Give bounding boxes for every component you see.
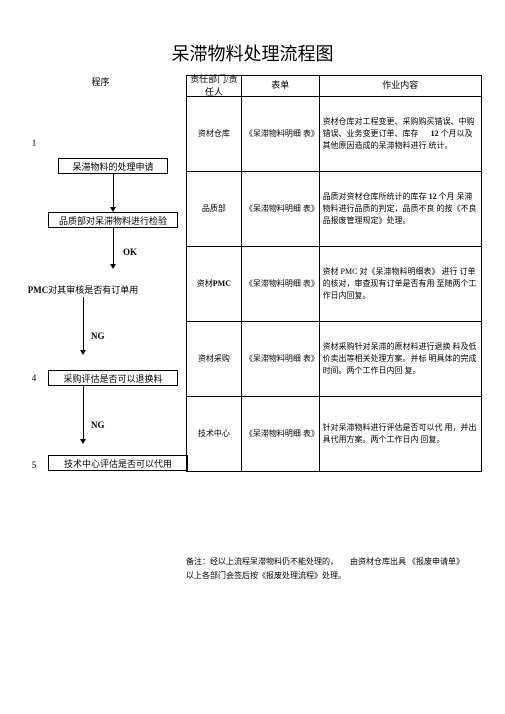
process-table: 责任部门/责 任人 表单 作业内容 资材仓库 《呆滞物料明细 表》 资材仓库对工… [186,75,482,472]
cell-form: 《呆滞物料明细 表》 [242,247,320,321]
step-5-box: 技术中心评估是否可以代用 [48,455,188,471]
arrow-3 [83,297,84,352]
table-header-row: 责任部门/责 任人 表单 作业内容 [187,76,482,97]
flow-header: 程序 [18,75,183,94]
cell-work: 针对呆滞物料进行评估是否可以代 用，并出具代用方案。两个工作日内 回复。 [320,397,482,471]
table-row: 资材仓库 《呆滞物料明细 表》 资材仓库对工程变更、采购购买错误、中购错误、业务… [187,97,482,172]
label-ng-1: NG [91,331,105,341]
page-title: 呆滞物料处理流程图 [0,40,505,66]
table-row: 资材PMC 《呆滞物料明细 表》 资材 PMC 对《呆滞物料明细表》 进行 订单… [187,247,482,322]
cell-dept: 技术中心 [187,397,242,471]
label-ok: OK [123,247,137,257]
cell-form: 《呆滞物料明细 表》 [242,322,320,396]
step-3-box: PMCPMC对其审核是否有订单用对其审核是否有订单用 [18,281,148,297]
note-line-1b: 由资材仓库出具 《报废申请单》 [350,557,464,566]
cell-dept: 资材PMC [187,247,242,321]
header-dept: 责任部门/责 任人 [187,76,242,96]
step-2-box: 品质部对呆滞物料进行检验 [48,212,178,228]
cell-form: 《呆滞物料明细 表》 [242,172,320,246]
step-num-4: 4 [28,373,40,383]
arrow-4 [83,386,84,441]
cell-form: 《呆滞物料明细 表》 [242,397,320,471]
arrow-head-3 [80,350,86,355]
arrow-2 [113,228,114,266]
flowchart-column: 程序 1 呆滞物料的处理申请 品质部对呆滞物料进行检验 OK PMCPMC对其审… [18,75,183,94]
step-1-box: 呆滞物料的处理申请 [58,158,168,174]
cell-dept: 品质部 [187,172,242,246]
cell-work: 品质对资材仓库所统计的库存 12 个月 呆滞物料进行品质的判定，品质不良 的按《… [320,172,482,246]
step-num-1: 1 [28,138,40,148]
arrow-1 [113,174,114,209]
cell-work: 资材仓库对工程变更、采购购买错误、中购错误、业务变更订单、库存 12 个月以及其… [320,97,482,171]
table-row: 品质部 《呆滞物料明细 表》 品质对资材仓库所统计的库存 12 个月 呆滞物料进… [187,172,482,247]
header-work: 作业内容 [320,76,482,96]
cell-dept: 资材采购 [187,322,242,396]
cell-work: 资材采购针对呆滞的原材料进行退换 料及低价卖出等相关处理方案。并标 明具体的完成… [320,322,482,396]
step-num-5: 5 [28,460,40,470]
label-ng-2: NG [91,420,105,430]
step-4-box: 采购评估是否可以退换料 [48,370,178,386]
cell-work: 资材 PMC 对《呆滞物料明细表》 进行 订单的核对，审查现有订单是否有用 至随… [320,247,482,321]
table-row: 资材采购 《呆滞物料明细 表》 资材采购针对呆滞的原材料进行退换 料及低价卖出等… [187,322,482,397]
note-line-1a: 备注：经以上流程呆滞物料仍不能处理的， [186,557,338,566]
notes-block: 备注：经以上流程呆滞物料仍不能处理的， 由资材仓库出具 《报废申请单》 以上各部… [186,555,482,584]
table-row: 技术中心 《呆滞物料明细 表》 针对呆滞物料进行评估是否可以代 用，并出具代用方… [187,397,482,472]
header-form: 表单 [242,76,320,96]
cell-form: 《呆滞物料明细 表》 [242,97,320,171]
arrow-head-2 [110,264,116,269]
note-line-2: 以上各部门会签后按《报废处理流程》处理。 [186,569,482,583]
cell-dept: 资材仓库 [187,97,242,171]
arrow-head-4 [80,439,86,444]
